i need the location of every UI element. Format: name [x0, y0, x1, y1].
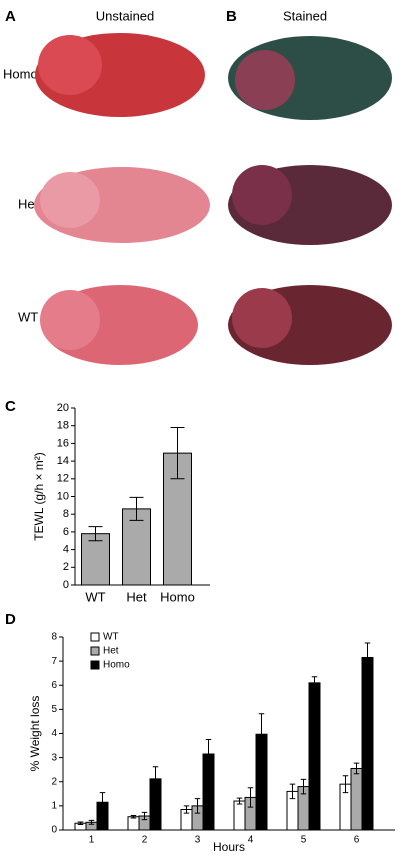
x-tick-label: Het — [126, 589, 147, 604]
photos — [34, 33, 392, 365]
y-axis-label: TEWL (g/h × m²) — [32, 452, 46, 541]
error-bar — [194, 798, 201, 814]
error-bar — [258, 713, 265, 756]
x-tick-label: 4 — [248, 835, 254, 846]
bar — [127, 816, 140, 831]
error-bar — [129, 496, 144, 521]
error-bar — [289, 783, 296, 800]
panel-label: B — [226, 8, 237, 25]
y-tick-label: 5 — [51, 704, 57, 715]
y-tick-label: 10 — [57, 490, 69, 502]
error-bar — [183, 805, 190, 814]
y-tick-label: 6 — [51, 680, 57, 691]
mouse-photo — [235, 50, 295, 110]
mouse-photo — [232, 288, 292, 348]
y-tick-label: 2 — [51, 776, 57, 787]
y-tick-label: 12 — [57, 473, 69, 485]
y-tick-label: 7 — [51, 656, 57, 667]
panel-title: Stained — [283, 8, 327, 23]
row-label: Homo — [3, 66, 38, 81]
error-bar — [152, 766, 159, 792]
mouse-photo — [40, 172, 100, 228]
bar — [81, 533, 110, 586]
bar — [361, 657, 374, 831]
error-bar — [205, 739, 212, 769]
panel-title: Unstained — [96, 8, 155, 23]
y-tick-label: 8 — [63, 508, 69, 520]
panel-label: A — [5, 8, 16, 25]
legend-label: WT — [103, 632, 119, 643]
legend-swatch — [90, 632, 100, 642]
row-label: Het — [18, 196, 39, 211]
mouse-photo — [38, 35, 102, 95]
bar — [122, 508, 151, 586]
y-axis-label: % Weight loss — [28, 696, 42, 772]
y-tick-label: 0 — [63, 579, 69, 591]
legend-label: Homo — [103, 660, 130, 671]
panel-label: C — [5, 398, 16, 415]
bar — [308, 682, 321, 831]
error-bar — [88, 526, 103, 542]
x-tick-label: 3 — [195, 835, 201, 846]
error-bar — [300, 778, 307, 795]
x-tick-label: 2 — [142, 835, 148, 846]
y-tick-label: 1 — [51, 801, 57, 812]
mouse-photo — [232, 165, 292, 225]
row-label: WT — [18, 309, 38, 324]
y-tick-label: 2 — [63, 561, 69, 573]
x-tick-label: 5 — [301, 835, 307, 846]
error-bar — [170, 426, 185, 480]
y-tick-label: 18 — [57, 420, 69, 432]
y-tick-label: 0 — [51, 825, 57, 836]
error-bar — [88, 819, 95, 825]
error-bar — [247, 787, 254, 808]
error-bar — [141, 811, 148, 821]
bar — [350, 767, 363, 831]
error-bar — [364, 642, 371, 673]
mouse-photo — [40, 290, 100, 350]
y-tick-label: 3 — [51, 752, 57, 763]
legend-swatch — [90, 646, 100, 656]
y-tick-label: 4 — [63, 544, 69, 556]
error-bar — [353, 762, 360, 775]
x-tick-label: 1 — [89, 835, 95, 846]
x-tick-label: Homo — [160, 589, 195, 604]
bar — [233, 800, 246, 831]
x-tick-label: 6 — [354, 835, 360, 846]
x-tick-label: WT — [85, 589, 105, 604]
error-bar — [99, 792, 106, 813]
y-tick-label: 16 — [57, 437, 69, 449]
error-bar — [342, 775, 349, 794]
y-tick-label: 6 — [63, 526, 69, 538]
x-axis-label: Hours — [213, 840, 245, 854]
y-tick-label: 8 — [51, 632, 57, 643]
error-bar — [311, 676, 318, 690]
legend-label: Het — [103, 646, 119, 657]
panel-label: D — [5, 611, 16, 628]
y-tick-label: 20 — [57, 402, 69, 414]
y-tick-label: 4 — [51, 728, 57, 739]
error-bar — [77, 821, 84, 825]
error-bar — [236, 797, 243, 805]
y-tick-label: 14 — [57, 455, 69, 467]
legend-swatch — [90, 660, 100, 670]
error-bar — [130, 815, 137, 819]
